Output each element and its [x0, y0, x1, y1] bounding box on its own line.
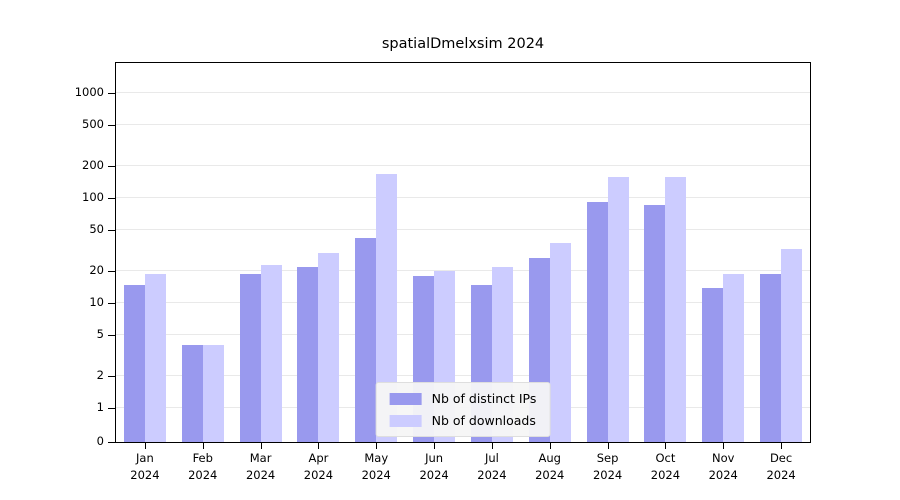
x-axis-tick-mark-may [376, 443, 378, 449]
y-axis-tick-label-2: 2 [96, 368, 104, 383]
gridline-10 [116, 302, 810, 303]
bar-distinct-ips-dec [760, 273, 782, 442]
y-axis-tick-label-500: 500 [82, 116, 104, 131]
x-axis-tick-label-may: May 2024 [361, 451, 391, 482]
x-axis-tick-mark-nov [723, 443, 725, 449]
legend-entry-downloads: Nb of downloads [389, 413, 537, 428]
bar-downloads-mar [260, 265, 282, 442]
bar-distinct-ips-oct [644, 205, 666, 442]
x-axis-tick-label-nov: Nov 2024 [708, 451, 738, 482]
y-axis-tick-label-200: 200 [82, 158, 104, 173]
gridline-100 [116, 197, 810, 198]
legend-swatch-distinct-ips [389, 392, 422, 405]
gridline-50 [116, 228, 810, 230]
bar-distinct-ips-apr [297, 267, 319, 442]
y-axis-tick-label-1: 1 [96, 400, 104, 414]
y-axis-tick-mark-20 [108, 271, 115, 273]
bar-downloads-may [376, 173, 398, 442]
y-axis-tick-mark-10 [108, 303, 115, 304]
x-axis-tick-label-mar: Mar 2024 [245, 451, 276, 482]
x-axis-tick-label-dec: Dec 2024 [766, 451, 796, 482]
x-axis-tick-mark-feb [202, 443, 204, 449]
y-axis-tick-label-0: 0 [96, 434, 104, 448]
x-axis-tick-label-apr: Apr 2024 [303, 451, 334, 482]
x-axis-tick-label-sep: Sep 2024 [592, 451, 623, 482]
plot-area: Nb of distinct IPs Nb of downloads [115, 62, 811, 443]
chart-title: spatialDmelxsim 2024 [381, 36, 545, 52]
gridline-20 [116, 270, 810, 272]
bar-distinct-ips-may [355, 237, 377, 442]
bar-downloads-oct [665, 176, 687, 442]
y-axis-tick-label-5: 5 [96, 326, 104, 341]
x-axis-tick-mark-mar [260, 443, 262, 449]
legend: Nb of distinct IPs Nb of downloads [375, 382, 551, 437]
legend-label-distinct-ips: Nb of distinct IPs [431, 391, 537, 406]
gridline-200 [116, 165, 810, 167]
y-axis-tick-mark-100 [108, 198, 115, 199]
bar-distinct-ips-nov [702, 287, 724, 442]
gridline-2 [116, 375, 810, 377]
bar-downloads-dec [781, 248, 803, 442]
y-axis-tick-mark-1000 [108, 93, 115, 94]
bar-distinct-ips-sep [586, 201, 608, 442]
bar-downloads-aug [549, 243, 571, 442]
x-axis-tick-mark-aug [549, 443, 551, 449]
y-axis-tick-label-100: 100 [82, 190, 104, 204]
x-axis-tick-label-jun: Jun 2024 [419, 451, 449, 482]
gridline-500 [116, 123, 810, 125]
x-axis-tick-label-jan: Jan 2024 [130, 451, 160, 482]
x-axis-tick-label-jul: Jul 2024 [477, 451, 507, 482]
x-axis-tick-mark-jan [144, 443, 146, 449]
bar-distinct-ips-mar [239, 273, 261, 442]
bar-downloads-jan [144, 273, 166, 442]
y-axis-tick-label-20: 20 [89, 263, 104, 278]
y-axis-tick-label-1000: 1000 [74, 85, 104, 99]
bar-downloads-feb [202, 344, 224, 442]
x-axis-tick-mark-sep [607, 443, 609, 449]
y-axis-tick-mark-2 [108, 376, 115, 378]
legend-label-downloads: Nb of downloads [431, 413, 536, 428]
y-axis-tick-mark-50 [108, 229, 115, 231]
y-axis-tick-mark-500 [108, 124, 115, 126]
bar-distinct-ips-feb [181, 344, 203, 442]
x-axis-tick-label-aug: Aug 2024 [535, 451, 565, 482]
x-axis-tick-mark-jul [491, 443, 493, 449]
y-axis-tick-mark-1 [108, 408, 115, 409]
bar-downloads-nov [723, 273, 745, 442]
x-axis-tick-mark-apr [318, 443, 320, 449]
x-axis-tick-mark-dec [781, 443, 783, 449]
gridline-5 [116, 333, 810, 335]
x-axis-tick-mark-oct [665, 443, 667, 449]
y-axis-tick-label-50: 50 [89, 221, 104, 236]
y-axis-tick-mark-200 [108, 166, 115, 168]
legend-entry-distinct-ips: Nb of distinct IPs [389, 391, 537, 406]
gridline-1000 [116, 92, 810, 93]
y-axis-tick-mark-5 [108, 334, 115, 336]
legend-swatch-downloads [389, 414, 422, 427]
y-axis-tick-label-10: 10 [89, 295, 104, 309]
x-axis-tick-label-oct: Oct 2024 [650, 451, 681, 482]
x-axis-tick-label-feb: Feb 2024 [188, 451, 218, 482]
bar-downloads-sep [607, 176, 629, 442]
bar-distinct-ips-jan [123, 284, 145, 442]
x-axis-tick-mark-jun [434, 443, 436, 449]
bar-downloads-apr [318, 252, 340, 442]
y-axis-tick-mark-0 [108, 442, 115, 443]
